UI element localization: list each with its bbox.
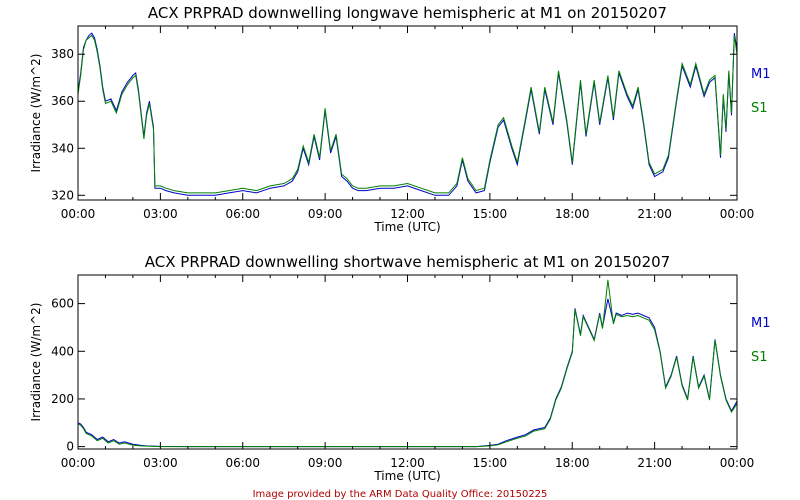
y-tick-label: 320 bbox=[51, 188, 74, 202]
footer-credit: Image provided by the ARM Data Quality O… bbox=[253, 489, 548, 500]
series-line-s1 bbox=[77, 279, 738, 448]
x-tick-label: 03:00 bbox=[143, 456, 178, 470]
chart-title: ACX PRPRAD downwelling longwave hemisphe… bbox=[148, 4, 667, 22]
series-line-m1 bbox=[77, 298, 738, 448]
legend-s1: S1 bbox=[751, 101, 768, 116]
charts-layer: ACX PRPRAD downwelling longwave hemisphe… bbox=[29, 4, 771, 483]
x-tick-label: 21:00 bbox=[637, 456, 672, 470]
x-tick-label: 00:00 bbox=[720, 207, 755, 221]
x-tick-label: 12:00 bbox=[390, 456, 425, 470]
chart-panel-2: ACX PRPRAD downwelling shortwave hemisph… bbox=[29, 253, 771, 483]
y-tick-label: 0 bbox=[66, 440, 74, 454]
x-tick-label: 00:00 bbox=[61, 207, 96, 221]
x-tick-label: 18:00 bbox=[555, 207, 590, 221]
y-tick-label: 200 bbox=[51, 392, 74, 406]
x-tick-label: 00:00 bbox=[61, 456, 96, 470]
legend-m1: M1 bbox=[751, 67, 771, 82]
x-axis-label: Time (UTC) bbox=[373, 469, 440, 483]
x-tick-label: 15:00 bbox=[473, 456, 508, 470]
x-tick-label: 15:00 bbox=[473, 207, 508, 221]
series-line-m1 bbox=[77, 32, 738, 196]
x-tick-label: 09:00 bbox=[308, 456, 343, 470]
series-line-s1 bbox=[77, 34, 738, 194]
plot-frame bbox=[77, 274, 738, 450]
x-tick-label: 06:00 bbox=[225, 456, 260, 470]
x-tick-label: 12:00 bbox=[390, 207, 425, 221]
x-tick-label: 18:00 bbox=[555, 456, 590, 470]
legend-m1: M1 bbox=[751, 316, 771, 331]
y-axis-label: Irradiance (W/m^2) bbox=[29, 303, 43, 422]
x-tick-label: 09:00 bbox=[308, 207, 343, 221]
x-axis-label: Time (UTC) bbox=[373, 220, 440, 234]
plot-frame bbox=[77, 25, 738, 201]
y-tick-label: 380 bbox=[51, 47, 74, 61]
legend-s1: S1 bbox=[751, 350, 768, 365]
chart-panel-1: ACX PRPRAD downwelling longwave hemisphe… bbox=[29, 4, 771, 234]
x-tick-label: 03:00 bbox=[143, 207, 178, 221]
x-tick-label: 21:00 bbox=[637, 207, 672, 221]
y-axis-label: Irradiance (W/m^2) bbox=[29, 54, 43, 173]
x-tick-label: 06:00 bbox=[225, 207, 260, 221]
y-tick-label: 400 bbox=[51, 344, 74, 358]
x-tick-label: 00:00 bbox=[720, 456, 755, 470]
chart-title: ACX PRPRAD downwelling shortwave hemisph… bbox=[145, 253, 670, 271]
y-tick-label: 340 bbox=[51, 141, 74, 155]
y-tick-label: 600 bbox=[51, 297, 74, 311]
y-tick-label: 360 bbox=[51, 94, 74, 108]
